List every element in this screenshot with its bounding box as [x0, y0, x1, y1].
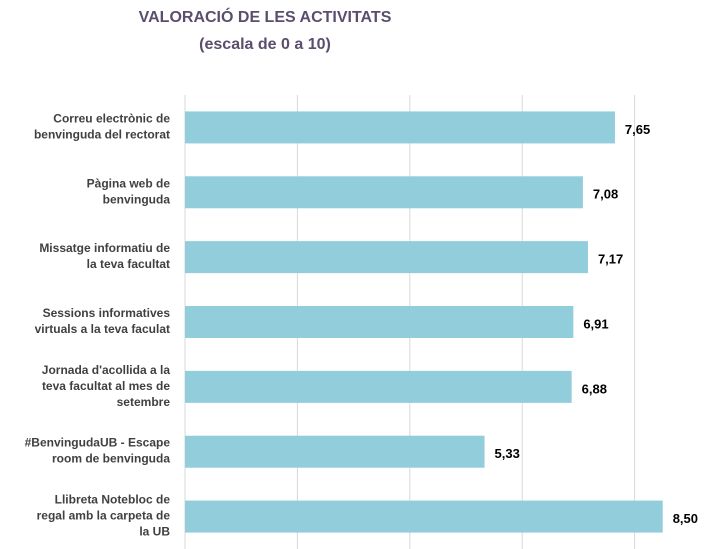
bar	[185, 241, 588, 274]
y-tick-label: Jornada d'acollida a la teva facultat al …	[42, 363, 171, 409]
data-label: 7,17	[598, 252, 623, 267]
data-label: 5,33	[495, 446, 520, 461]
chart-subtitle: (escala de 0 a 10)	[199, 36, 331, 53]
y-tick-label: Llibreta Notebloc de regal amb la carpeta…	[37, 493, 171, 539]
data-label: 6,91	[583, 316, 608, 331]
data-label: 6,88	[582, 381, 607, 396]
data-label: 7,65	[625, 122, 650, 137]
data-label: 8,50	[673, 511, 698, 526]
bar	[185, 435, 485, 468]
y-tick-label: #BenvingudaUB - Escape room de benvinguda	[25, 436, 171, 466]
data-label: 7,08	[593, 187, 618, 202]
y-tick-label: Missatge informatiu de la teva facultat	[39, 241, 170, 271]
y-tick-label: Correu electrònic de benvinguda del recto…	[34, 112, 170, 142]
bar	[185, 176, 583, 209]
bar	[185, 111, 615, 144]
bar	[185, 370, 572, 403]
bar	[185, 306, 574, 338]
y-tick-label: Pàgina web de benvinguda	[87, 176, 171, 206]
bar	[185, 500, 663, 533]
chart-title: VALORACIÓ DE LES ACTIVITATS	[139, 7, 392, 26]
y-tick-label: Sessions informatives virtuals a la teva …	[35, 306, 171, 336]
